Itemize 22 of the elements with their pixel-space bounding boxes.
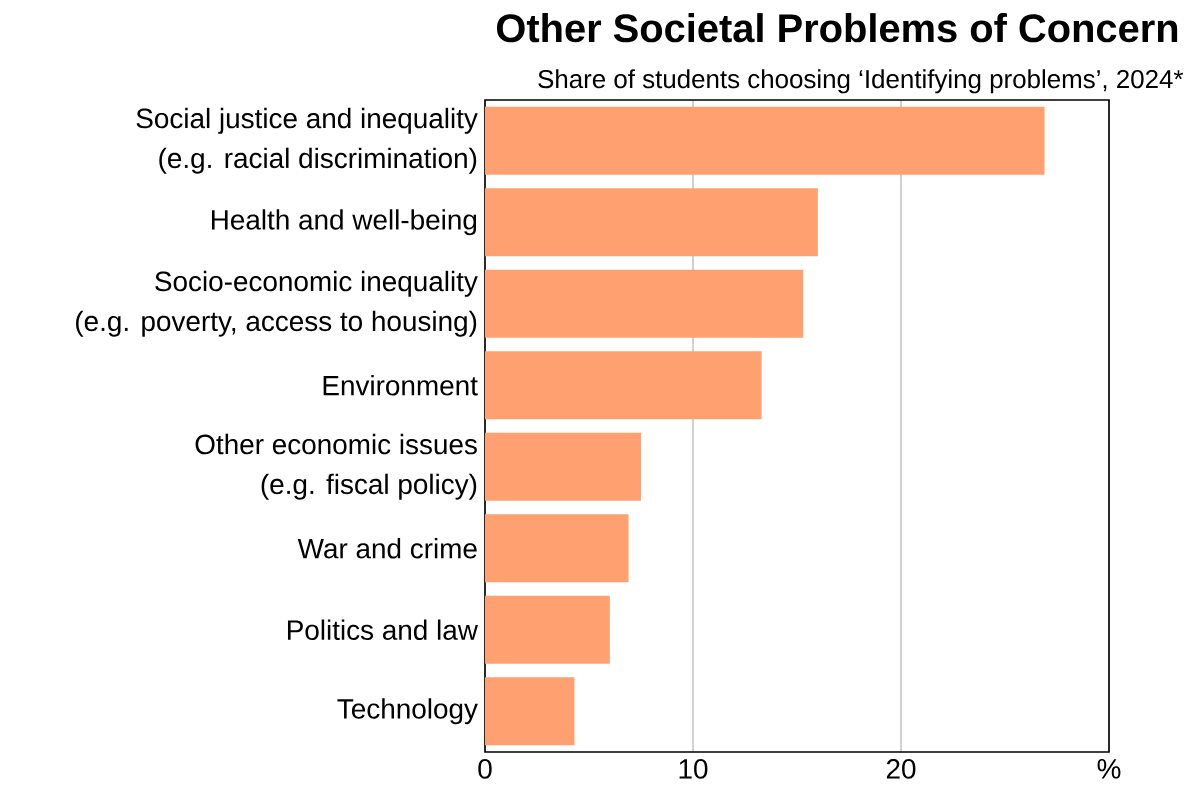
y-tick-label: Politics and law xyxy=(287,619,478,641)
bar xyxy=(485,432,641,501)
bar xyxy=(485,269,804,338)
x-tick-label: 20 xyxy=(886,759,916,779)
x-tick-label: 0 xyxy=(478,759,492,779)
y-tick-label: Socio-economic inequality (e.g. poverty, access to housing) xyxy=(76,270,478,337)
x-tick-label: % xyxy=(1097,759,1121,779)
bar xyxy=(485,677,575,746)
y-tick-label: War and crime xyxy=(297,538,477,559)
bar xyxy=(485,595,610,664)
x-tick-label: 10 xyxy=(679,759,708,779)
y-tick-label: Social justice and inequality (e.g. racial discrimination) xyxy=(136,107,478,174)
bar xyxy=(485,351,762,420)
bar xyxy=(485,106,1045,175)
y-tick-label: Environment xyxy=(323,375,478,396)
bar xyxy=(485,514,629,583)
bar xyxy=(485,188,818,257)
chart-subtitle: Share of students choosing ‘Identifying problems’, 2024* xyxy=(538,69,1184,94)
y-tick-label: Technology xyxy=(337,698,478,725)
y-tick-label: Health and well-being xyxy=(211,209,477,236)
y-tick-label: Other economic issues (e.g. fiscal policy) xyxy=(195,433,477,500)
chart-title: Other Societal Problems of Concern xyxy=(496,13,1178,43)
